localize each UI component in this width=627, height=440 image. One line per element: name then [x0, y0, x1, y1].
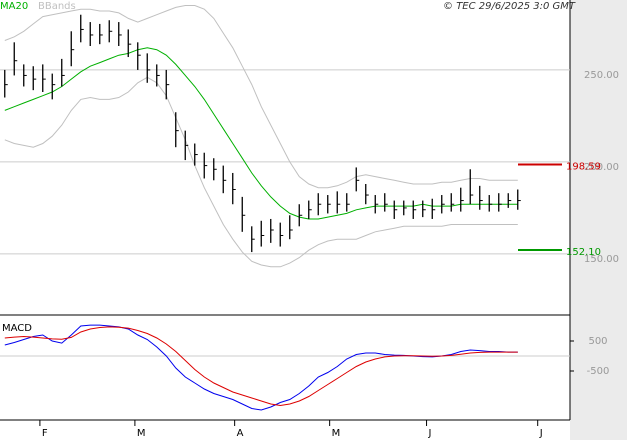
- y-tick-label: 250.00: [584, 70, 619, 81]
- macd-line: [4, 326, 518, 407]
- x-tick-label: M: [137, 428, 146, 439]
- y-tick-label: 150.00: [584, 254, 619, 265]
- level-label: 152.10: [566, 247, 601, 258]
- y-tick-label: -500: [587, 366, 610, 377]
- legend-label: BBands: [38, 1, 76, 12]
- bband-lower: [4, 76, 518, 268]
- bband-upper: [4, 5, 518, 189]
- x-tick-label: M: [332, 428, 341, 439]
- copyright: © TEC 29/6/2025 3:0 GMT: [443, 1, 576, 12]
- panel-title: MACD: [2, 323, 32, 334]
- level-label: 198.59: [566, 162, 601, 173]
- x-tick-label: F: [42, 428, 48, 439]
- y-tick-label: 200.00: [584, 162, 619, 173]
- ma-line: [4, 47, 518, 220]
- legend-label: MA20: [0, 1, 28, 12]
- x-tick-label: J: [539, 428, 543, 439]
- y-tick-label: 500: [588, 336, 607, 347]
- x-tick-label: A: [237, 428, 244, 439]
- axis-panel: [570, 0, 627, 440]
- macd-line: [4, 324, 518, 411]
- x-tick-label: J: [428, 428, 432, 439]
